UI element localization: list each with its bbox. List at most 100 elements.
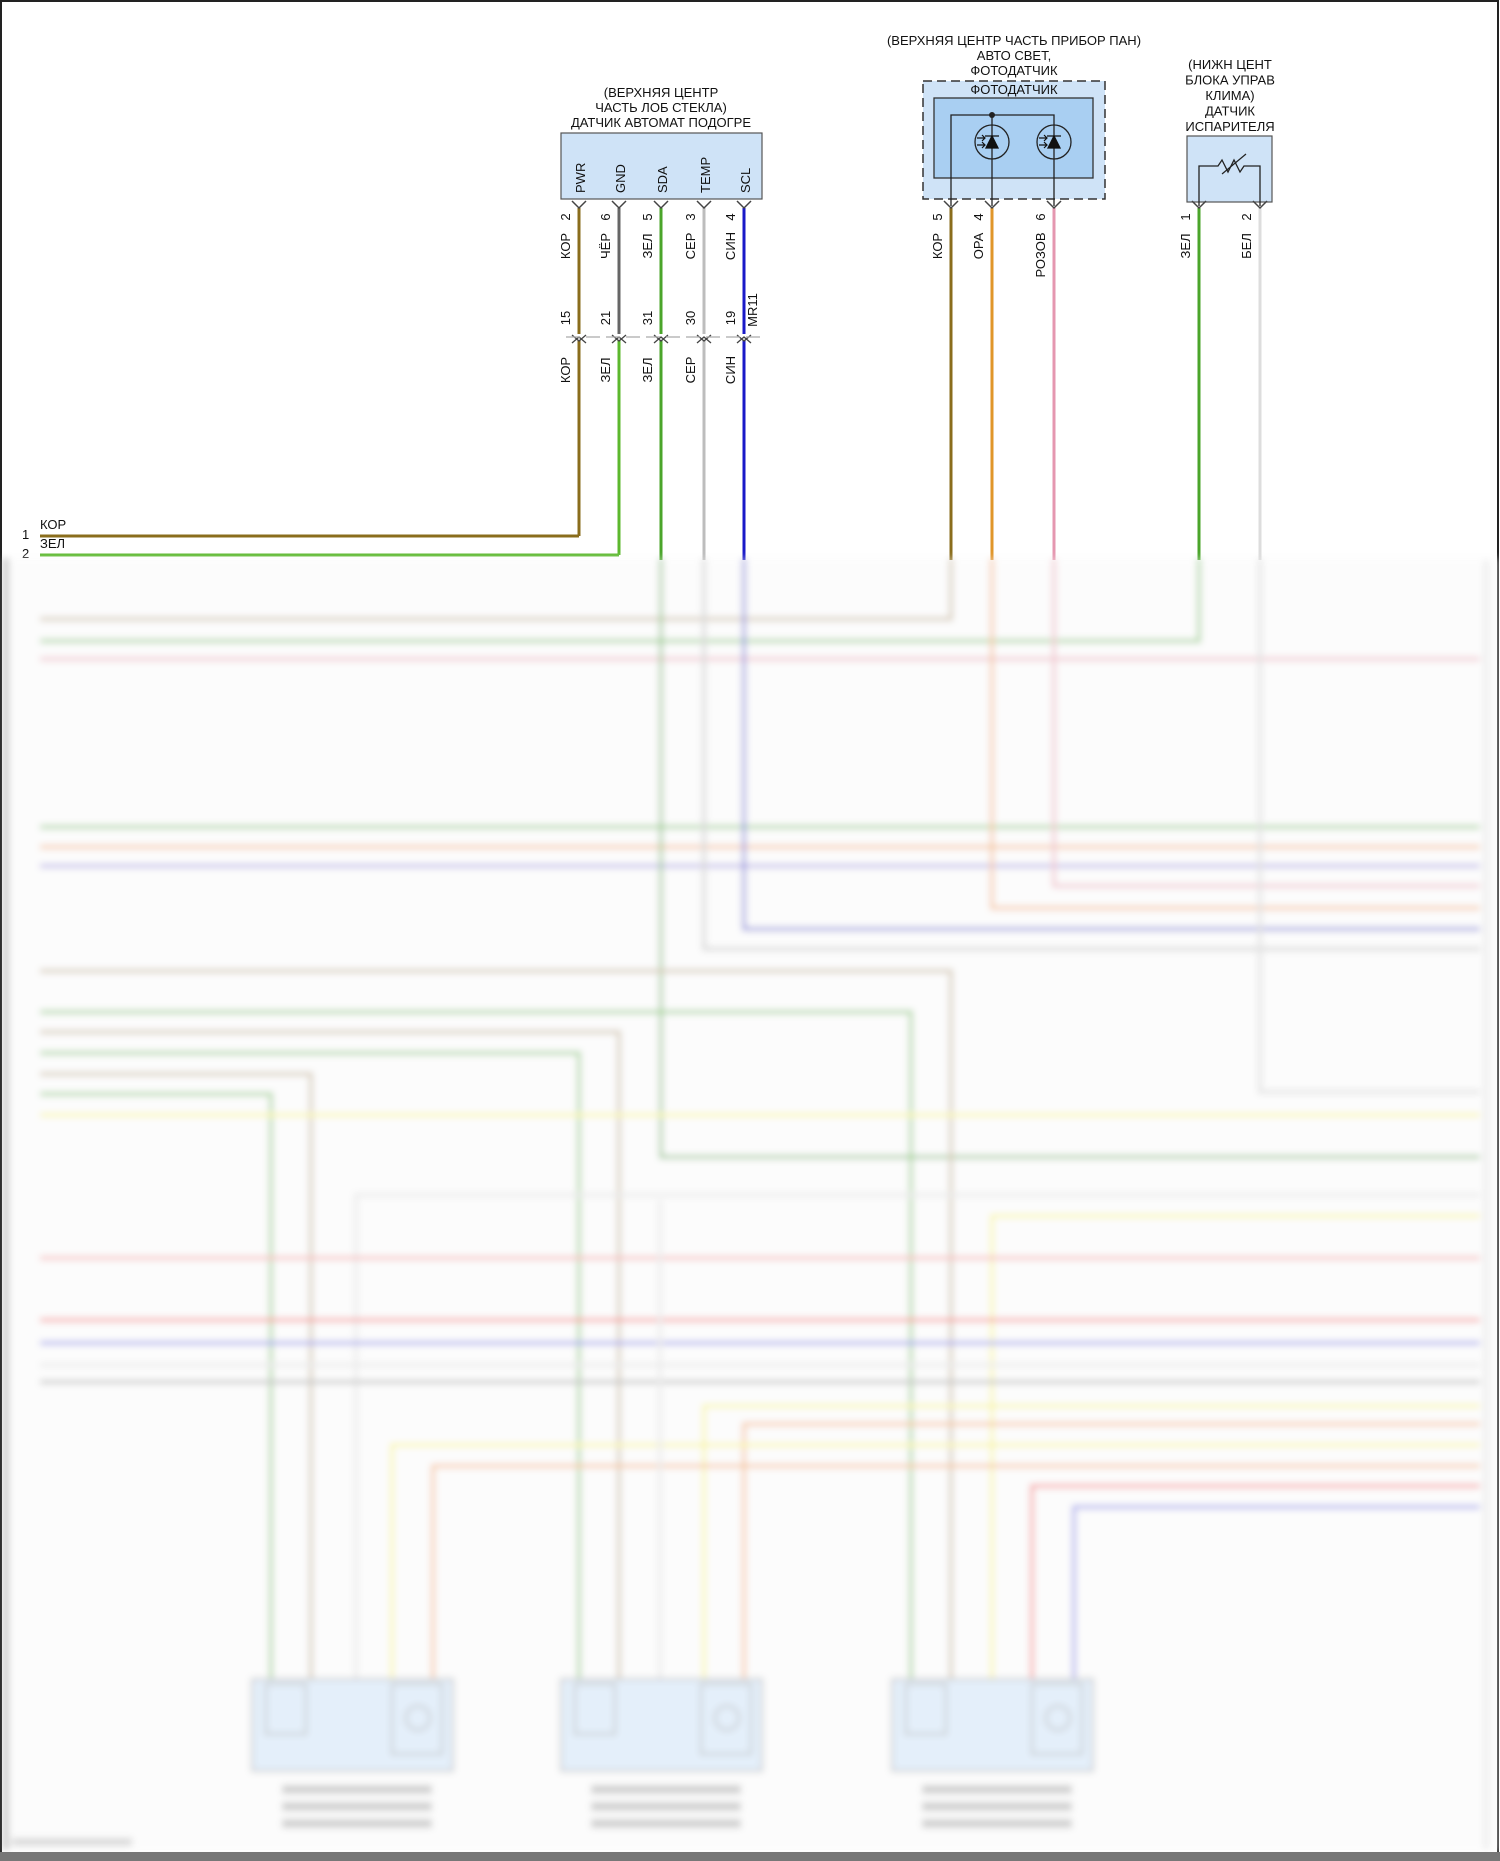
blurred-wire: [354, 1193, 1480, 1680]
blurred-wire: [742, 558, 1480, 931]
pin-name: TEMP: [698, 157, 713, 193]
wire-color-label: ЗЕЛ: [40, 536, 65, 551]
terminal-number: 1: [22, 527, 29, 542]
photodiode-icon: [974, 124, 1010, 160]
connector-fork-icon: [736, 200, 752, 210]
pin-name: GND: [613, 164, 628, 193]
photo-sensor-inner-label: ФОТОДАТЧИК: [970, 82, 1058, 97]
inline-pin-number: 15: [558, 311, 573, 325]
blurred-wire: [1072, 1505, 1480, 1680]
blurred-wire: [40, 1010, 913, 1680]
component-title: (НИЖН ЦЕНТ: [1188, 57, 1272, 72]
wire-color-label: СИН: [723, 232, 738, 260]
actuator-component: [560, 1678, 763, 1828]
blurred-wire: [40, 1092, 273, 1680]
component-title: (ВЕРХНЯЯ ЦЕНТР: [604, 85, 719, 100]
wire-color-label: РОЗОВ: [1033, 233, 1048, 278]
illegible-label: [591, 1785, 741, 1794]
wire-color-label: КОР: [558, 357, 573, 383]
inline-pin-number: 30: [683, 311, 698, 325]
illegible-label: [282, 1802, 432, 1811]
diode-symbol: [984, 134, 1000, 149]
wire-color-label: СЕР: [683, 233, 698, 260]
thermistor-arrow: [1221, 153, 1247, 175]
illegible-label: [282, 1819, 432, 1828]
component-title: ДАТЧИК АВТОМАТ ПОДОГРЕ: [571, 115, 751, 130]
actuator-component: [251, 1678, 454, 1828]
motor-icon: [1045, 1705, 1071, 1731]
component-title: БЛОКА УПРАВ: [1185, 73, 1275, 88]
photodiode-icon: [1036, 124, 1072, 160]
potentiometer-symbol: [265, 1683, 307, 1735]
actuator-box: [251, 1678, 454, 1772]
illegible-label: [922, 1819, 1072, 1828]
illegible-label: [282, 1785, 432, 1794]
pin-number: 3: [683, 213, 698, 220]
blurred-wire: [390, 1443, 1480, 1680]
blurred-wire: [702, 1404, 1480, 1680]
pin-number: 5: [640, 213, 655, 220]
component-title: АВТО СВЕТ,: [977, 48, 1051, 63]
actuator-component: [891, 1678, 1094, 1828]
blurred-wire: [40, 1072, 313, 1680]
blurred-region: [3, 558, 1498, 1852]
blurred-wire: [1030, 1484, 1480, 1680]
blurred-wire: [990, 1214, 1480, 1680]
actuator-box: [560, 1678, 763, 1772]
connector-fork-icon: [611, 200, 627, 210]
blurred-wire: [1258, 558, 1480, 1094]
blurred-wire: [659, 558, 1480, 1159]
light-arrows: [977, 134, 986, 149]
wire-color-label: ЧЁР: [598, 233, 613, 259]
photo-sensor-inner-box: [933, 97, 1094, 179]
inline-pin-number: 31: [640, 311, 655, 325]
motor-frame: [700, 1683, 752, 1755]
bottom-bar: [0, 1852, 1500, 1861]
wire-color-label: ЗЕЛ: [640, 357, 655, 382]
photodiode-circle: [1036, 124, 1072, 160]
wire-color-label: КОР: [40, 517, 66, 532]
pin-number: 2: [1239, 213, 1254, 220]
component-title: КЛИМА): [1205, 88, 1254, 103]
inline-connector-name: MR11: [745, 293, 760, 327]
illegible-watermark: [12, 1838, 132, 1846]
potentiometer-symbol: [905, 1683, 947, 1735]
illegible-label: [922, 1802, 1072, 1811]
diode-symbol: [1046, 134, 1062, 149]
inline-pin-number: 19: [723, 311, 738, 325]
blurred-wire: [40, 1051, 581, 1680]
windshield-sensor-box: [560, 132, 763, 200]
pin-number: 4: [971, 213, 986, 220]
pin-number: 6: [1033, 213, 1048, 220]
component-title: ЧАСТЬ ЛОБ СТЕКЛА): [595, 100, 727, 115]
wire-color-label: ОРА: [971, 232, 986, 259]
motor-icon: [405, 1705, 431, 1731]
blurred-wire: [742, 1422, 1480, 1680]
component-title: ФОТОДАТЧИК: [970, 63, 1058, 78]
component-title: ДАТЧИК: [1205, 104, 1255, 119]
motor-frame: [1031, 1683, 1083, 1755]
wire-color-label: ЗЕЛ: [1178, 233, 1193, 258]
light-arrows: [1039, 134, 1048, 149]
wire-color-label: ЗЕЛ: [598, 357, 613, 382]
inline-pin-number: 21: [598, 311, 613, 325]
connector-fork-icon: [1191, 200, 1207, 210]
blur-background: [4, 558, 1498, 1852]
blurred-wire: [40, 558, 1201, 643]
blurred-wire: [1052, 558, 1480, 888]
terminal-number: 2: [22, 546, 29, 561]
pin-name: SDA: [655, 166, 670, 193]
connector-fork-icon: [943, 200, 959, 210]
illegible-label: [922, 1785, 1072, 1794]
illegible-label: [591, 1819, 741, 1828]
junction-dot: [989, 112, 995, 118]
component-title: (ВЕРХНЯЯ ЦЕНТР ЧАСТЬ ПРИБОР ПАН): [887, 33, 1141, 48]
blurred-wire: [40, 558, 953, 621]
blurred-wire: [702, 558, 1480, 951]
actuator-box: [891, 1678, 1094, 1772]
wire-color-label: КОР: [930, 233, 945, 259]
motor-frame: [391, 1683, 443, 1755]
pin-name: PWR: [573, 163, 588, 193]
